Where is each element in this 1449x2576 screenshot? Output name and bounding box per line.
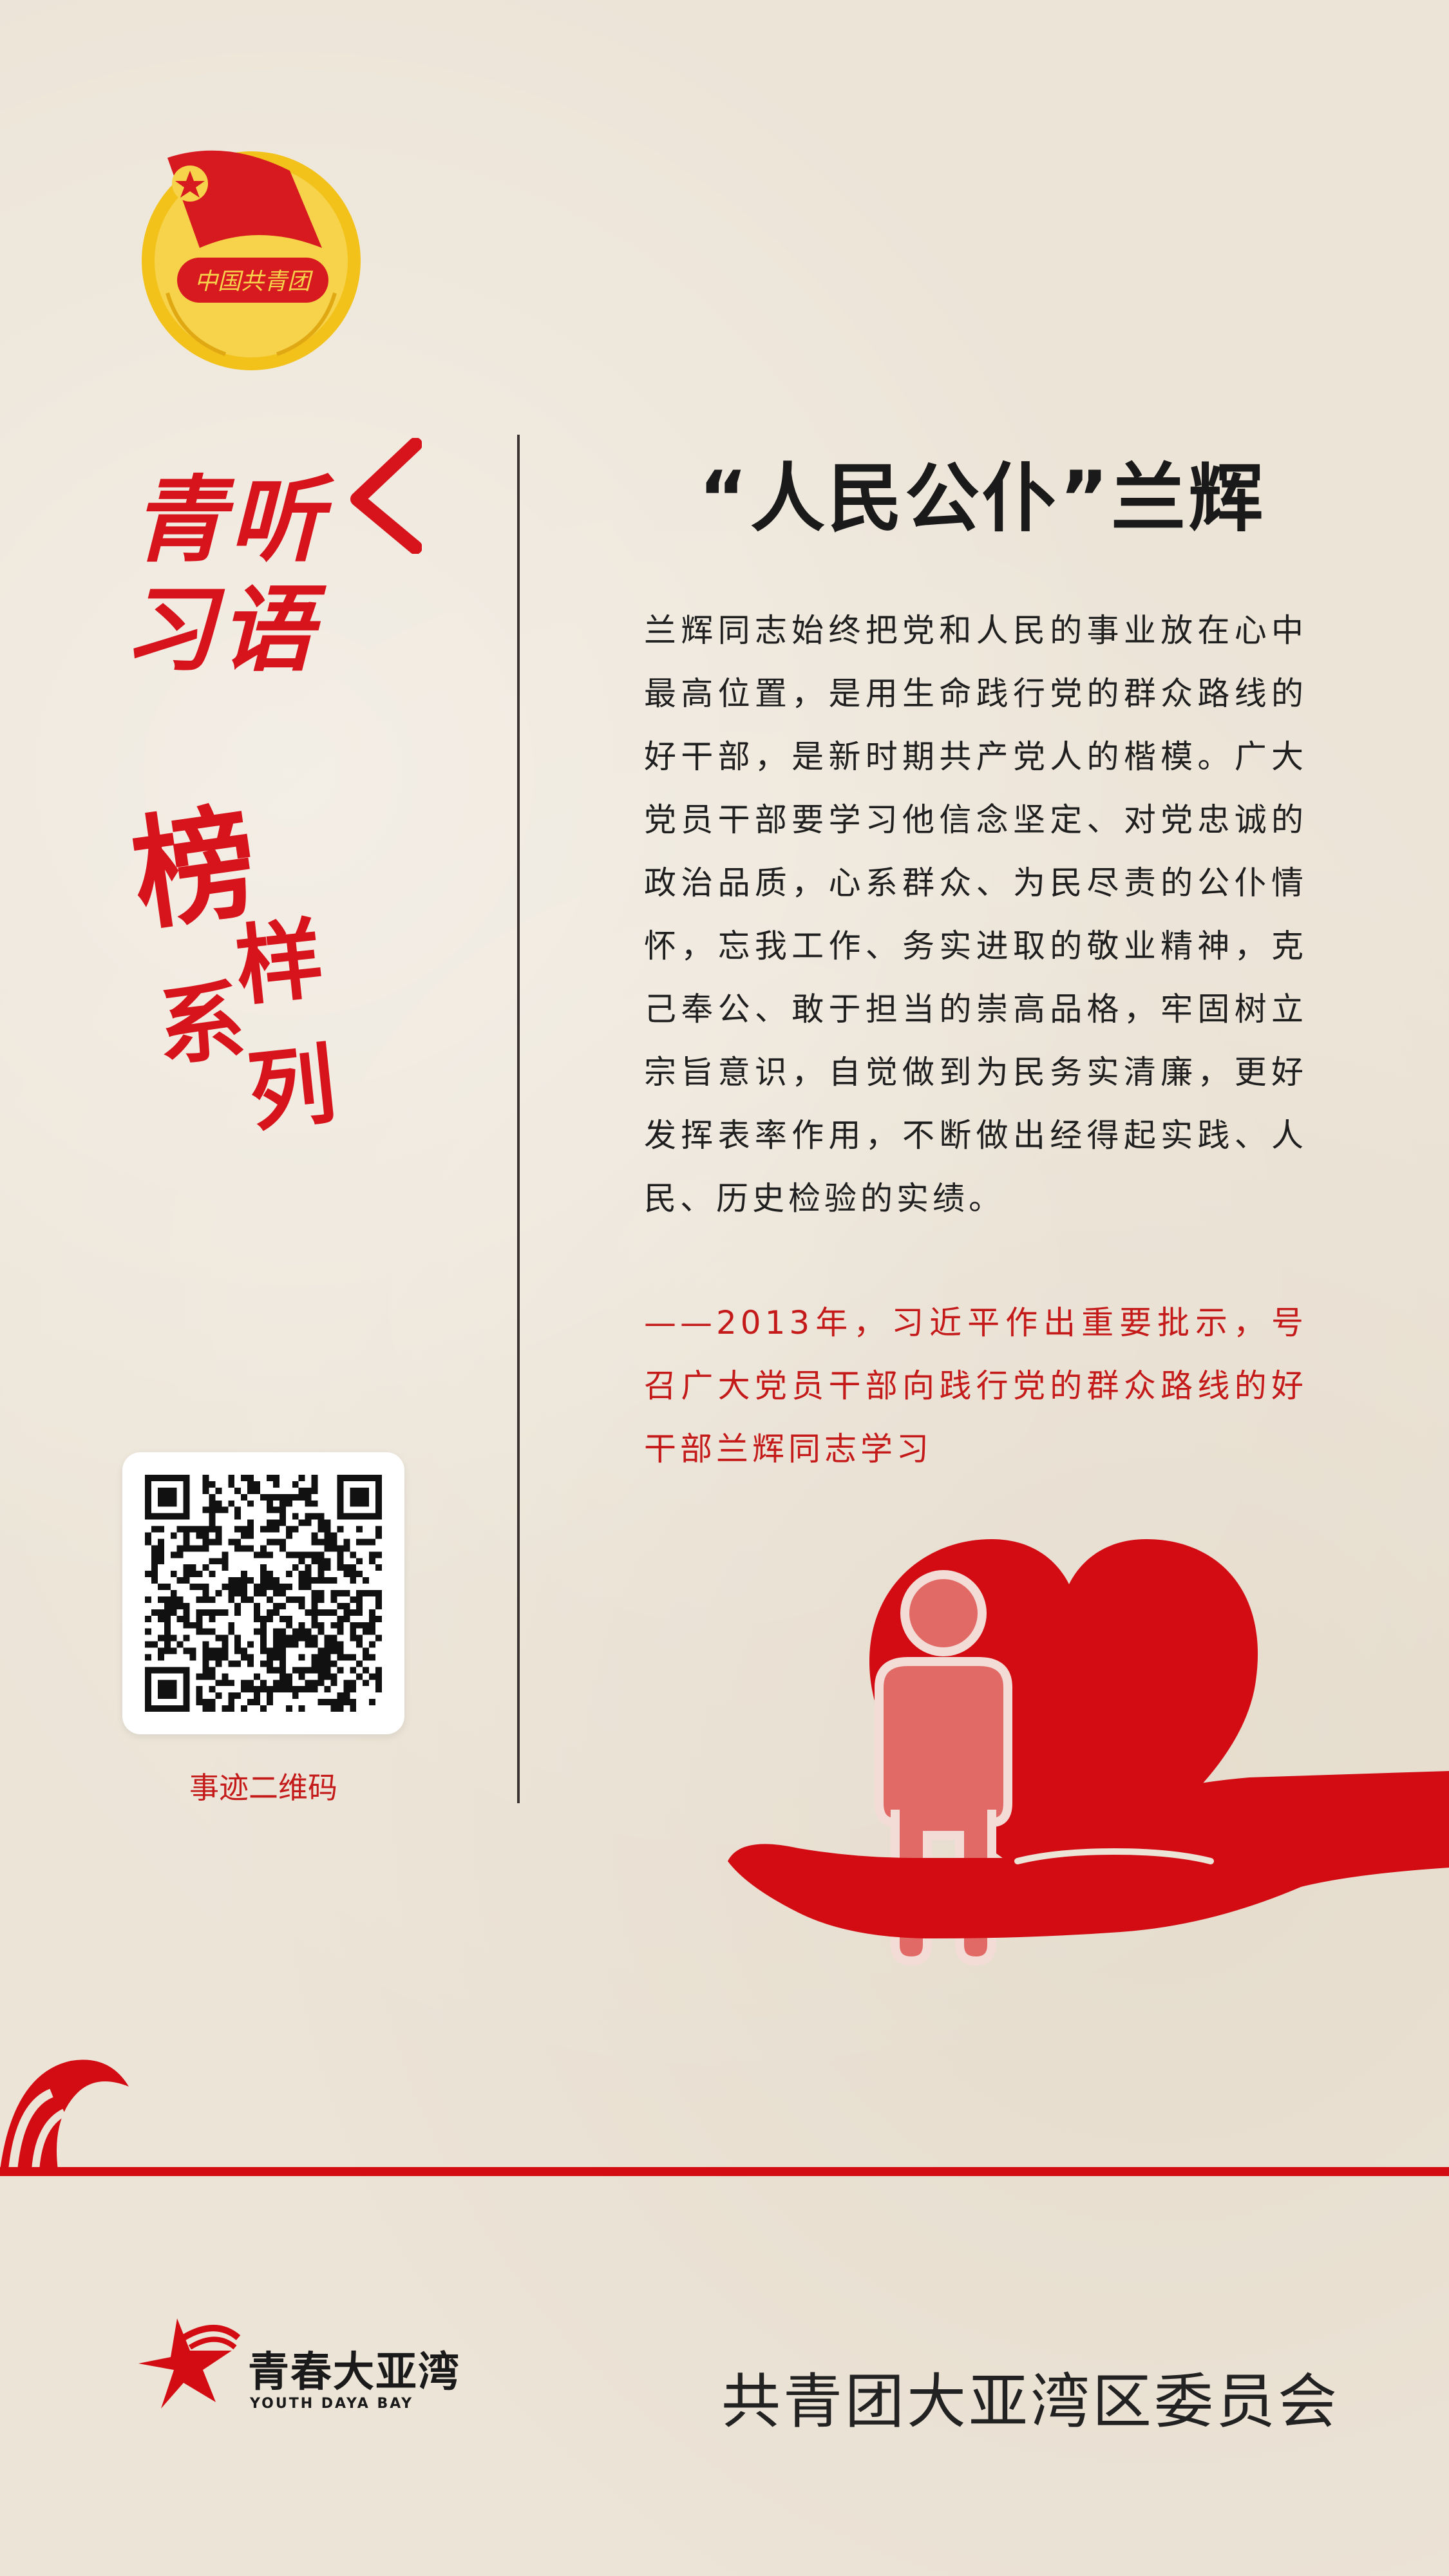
brand-line-2: 习语 (122, 576, 317, 685)
series-char-4: 列 (243, 1032, 341, 1144)
footer-brand-cn: 青春大亚湾 (248, 2349, 460, 2396)
star-wave-logo-icon (138, 2318, 241, 2409)
qr-code-card[interactable] (122, 1452, 404, 1734)
article-quote: ——2013年，习近平作出重要批示，号召广大党员干部向践行党的群众路线的好干部兰… (644, 1304, 1307, 1468)
chevron-left-icon (350, 438, 422, 554)
article-body: 兰辉同志始终把党和人民的事业放在心中最高位置，是用生命践行党的群众路线的好干部，… (644, 612, 1307, 1217)
hand-heart-person-icon (728, 1539, 1449, 1966)
youth-league-emblem-icon: 中国共青团 (142, 150, 361, 370)
brand-line-1: 青听 (132, 466, 327, 575)
article-title: “人民公仆”兰辉 (698, 455, 1266, 542)
qr-caption: 事迹二维码 (189, 1770, 337, 1805)
emblem-text: 中国共青团 (194, 269, 314, 295)
qr-code-icon[interactable] (145, 1475, 382, 1712)
series-char-3: 系 (155, 969, 249, 1078)
wave-decoration (0, 2060, 1449, 2176)
footer-brand-en: YOUTH DAYA BAY (250, 2396, 414, 2412)
footer-organization: 共青团大亚湾区委员会 (721, 2367, 1340, 2436)
vertical-divider (517, 435, 520, 1803)
